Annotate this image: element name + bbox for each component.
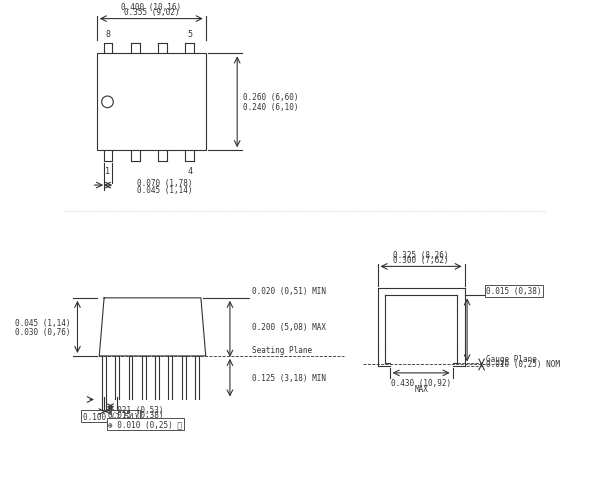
Text: 0.355 (9,02): 0.355 (9,02) [124, 8, 179, 17]
Bar [97, 54, 206, 151]
Text: 0.400 (10,16): 0.400 (10,16) [121, 3, 181, 12]
Text: 0.070 (1,78): 0.070 (1,78) [137, 179, 192, 188]
Text: 0.200 (5,08) MAX: 0.200 (5,08) MAX [252, 323, 326, 332]
Text: 0.300 (7,62): 0.300 (7,62) [393, 255, 449, 264]
Text: 0.045 (1,14): 0.045 (1,14) [137, 186, 192, 195]
Text: 0.015 (0,38): 0.015 (0,38) [486, 286, 542, 296]
Text: 0.010 (0,25) NOM: 0.010 (0,25) NOM [486, 359, 560, 368]
Text: 0.021 (0,53): 0.021 (0,53) [108, 405, 164, 414]
Text: 0.100 (2,54): 0.100 (2,54) [83, 412, 138, 421]
Text: 5: 5 [187, 30, 192, 39]
Text: ⊕ 0.010 (0,25) Ⓜ: ⊕ 0.010 (0,25) Ⓜ [108, 419, 182, 428]
Text: 0.125 (3,18) MIN: 0.125 (3,18) MIN [252, 373, 326, 383]
Text: 1: 1 [106, 166, 110, 175]
Text: 0.260 (6,60): 0.260 (6,60) [243, 93, 299, 102]
Text: 0.030 (0,76): 0.030 (0,76) [15, 327, 70, 337]
Text: Seating Plane: Seating Plane [252, 346, 312, 355]
Text: Gauge Plane: Gauge Plane [486, 354, 537, 363]
Text: MAX: MAX [414, 384, 428, 393]
Text: 4: 4 [187, 166, 192, 175]
Text: 0.045 (1,14): 0.045 (1,14) [15, 318, 70, 327]
Text: 8: 8 [106, 30, 110, 39]
Text: 0.240 (6,10): 0.240 (6,10) [243, 103, 299, 112]
Text: 0.020 (0,51) MIN: 0.020 (0,51) MIN [252, 287, 326, 296]
Text: 0.015 (0,38): 0.015 (0,38) [108, 410, 164, 420]
Text: 0.325 (8,26): 0.325 (8,26) [393, 251, 449, 260]
Text: 0.430 (10,92): 0.430 (10,92) [391, 378, 451, 387]
